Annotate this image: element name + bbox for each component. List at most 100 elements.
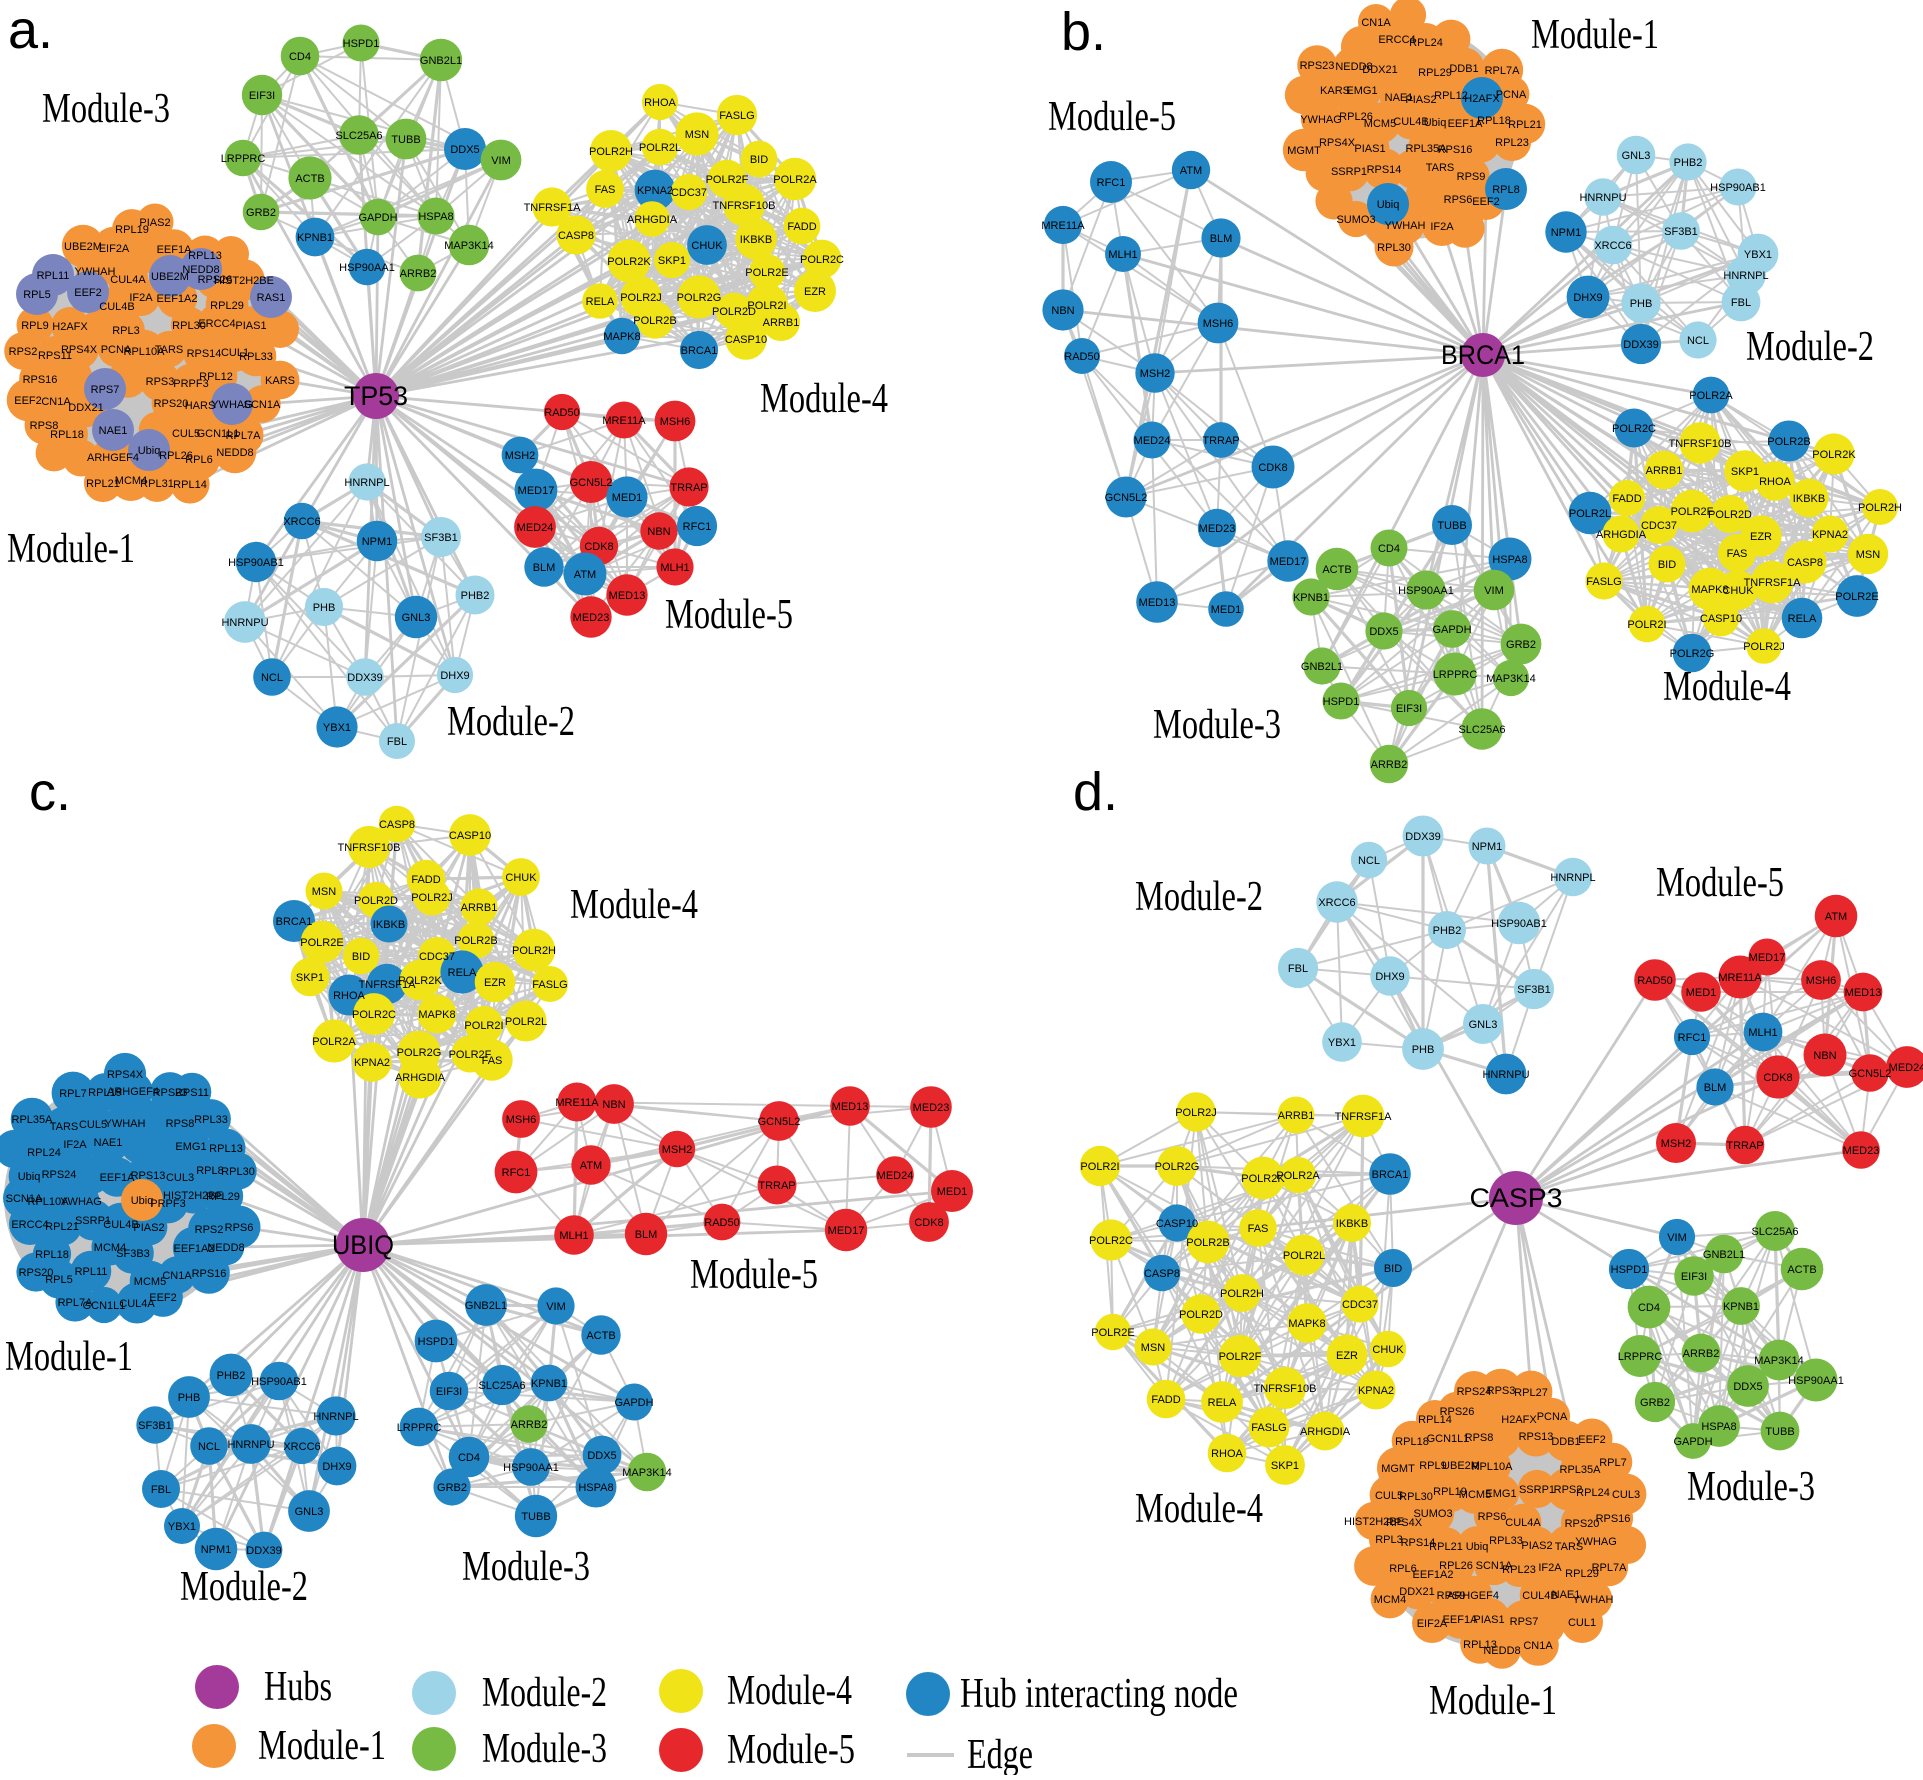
svg-text:CUL4B: CUL4B <box>1522 1590 1557 1602</box>
svg-text:HNRNPU: HNRNPU <box>221 617 268 629</box>
svg-text:FASLG: FASLG <box>532 979 567 991</box>
svg-text:EMG1: EMG1 <box>175 1141 206 1153</box>
svg-text:RPL19: RPL19 <box>1433 1486 1467 1498</box>
svg-text:DDX5: DDX5 <box>1369 626 1398 638</box>
svg-text:CN1A: CN1A <box>1361 17 1391 29</box>
svg-text:CHUK: CHUK <box>505 872 537 884</box>
svg-text:EIF2A: EIF2A <box>99 243 130 255</box>
svg-text:Module-3: Module-3 <box>482 1726 607 1772</box>
svg-text:H2AFX: H2AFX <box>1464 93 1500 105</box>
svg-text:HNRNPU: HNRNPU <box>1482 1069 1529 1081</box>
svg-text:RPS24: RPS24 <box>42 1169 77 1181</box>
svg-text:RPL11: RPL11 <box>37 270 70 282</box>
svg-text:ARHGEF4: ARHGEF4 <box>107 1086 159 1098</box>
svg-text:MED24: MED24 <box>517 522 554 534</box>
svg-text:EIF3I: EIF3I <box>436 1386 462 1398</box>
svg-text:HIST2H2BE: HIST2H2BE <box>1344 1516 1404 1528</box>
svg-text:SUMO3: SUMO3 <box>1413 1508 1452 1520</box>
svg-text:SF3B1: SF3B1 <box>424 532 458 544</box>
svg-text:RPL3: RPL3 <box>1375 1534 1403 1546</box>
svg-text:CUL4B: CUL4B <box>103 1219 138 1231</box>
svg-text:CDC37: CDC37 <box>1342 1299 1378 1311</box>
svg-text:YWHAH: YWHAH <box>1385 220 1426 232</box>
svg-text:ARRB1: ARRB1 <box>461 902 498 914</box>
svg-text:KPNA2: KPNA2 <box>1358 1385 1394 1397</box>
svg-text:HNRNPL: HNRNPL <box>1550 872 1595 884</box>
svg-text:Ubiq: Ubiq <box>138 445 161 457</box>
svg-text:Module-5: Module-5 <box>1656 860 1784 906</box>
svg-text:MCM4: MCM4 <box>115 475 147 487</box>
svg-text:RPL26: RPL26 <box>1339 111 1373 123</box>
svg-text:ERCC4: ERCC4 <box>11 1219 48 1231</box>
svg-text:NPM1: NPM1 <box>1472 841 1503 853</box>
svg-text:IKBKB: IKBKB <box>740 234 772 246</box>
svg-text:ARHGDIA: ARHGDIA <box>1596 529 1647 541</box>
svg-text:NBN: NBN <box>1813 1050 1836 1062</box>
svg-text:RFC1: RFC1 <box>683 521 712 533</box>
svg-text:CDK8: CDK8 <box>914 1217 943 1229</box>
svg-text:DDX39: DDX39 <box>1405 831 1440 843</box>
svg-text:MRE11A: MRE11A <box>1041 220 1085 232</box>
svg-text:NAE1: NAE1 <box>94 1137 123 1149</box>
svg-text:KPNB1: KPNB1 <box>1293 592 1329 604</box>
svg-text:FAS: FAS <box>1727 548 1748 560</box>
svg-text:DDX21: DDX21 <box>1362 64 1397 76</box>
svg-text:ATM: ATM <box>1180 165 1202 177</box>
svg-text:LRPPRC: LRPPRC <box>397 1422 442 1434</box>
svg-text:EEF1A2: EEF1A2 <box>1413 1569 1454 1581</box>
svg-text:Module-2: Module-2 <box>1746 324 1874 370</box>
svg-text:VIM: VIM <box>1667 1232 1687 1244</box>
svg-text:BID: BID <box>352 951 370 963</box>
svg-text:YBX1: YBX1 <box>1744 249 1772 261</box>
svg-text:RPL33: RPL33 <box>239 351 273 363</box>
svg-text:TARS: TARS <box>50 1121 79 1133</box>
svg-text:HSP90AB1: HSP90AB1 <box>251 1376 307 1388</box>
svg-text:EEF1A: EEF1A <box>157 244 193 256</box>
svg-text:ARRB2: ARRB2 <box>511 1419 548 1431</box>
svg-text:BRCA1: BRCA1 <box>1372 1169 1409 1181</box>
svg-text:HSPD1: HSPD1 <box>343 38 380 50</box>
svg-text:MSH6: MSH6 <box>660 416 691 428</box>
svg-text:GNB2L1: GNB2L1 <box>1703 1249 1745 1261</box>
svg-text:GAPDH: GAPDH <box>1673 1436 1712 1448</box>
svg-text:CUL4B: CUL4B <box>99 301 134 313</box>
svg-text:BRCA1: BRCA1 <box>276 916 313 928</box>
svg-text:NBN: NBN <box>1051 305 1074 317</box>
svg-text:EMG1: EMG1 <box>1485 1488 1516 1500</box>
svg-text:SUMO3: SUMO3 <box>1336 214 1375 226</box>
svg-text:CUL4A: CUL4A <box>110 274 146 286</box>
svg-text:RPS26: RPS26 <box>198 274 233 286</box>
svg-text:SF3B1: SF3B1 <box>138 1420 172 1432</box>
svg-text:RELA: RELA <box>1208 1397 1237 1409</box>
svg-text:RPL19: RPL19 <box>88 1087 122 1099</box>
svg-text:Module-5: Module-5 <box>1048 94 1176 140</box>
svg-text:HSP90AA1: HSP90AA1 <box>339 262 395 274</box>
svg-text:MLH1: MLH1 <box>1748 1027 1777 1039</box>
svg-text:LRPPRC: LRPPRC <box>1433 669 1478 681</box>
svg-text:CN1A: CN1A <box>1523 1640 1553 1652</box>
svg-text:Module-3: Module-3 <box>462 1544 590 1590</box>
svg-text:ATM: ATM <box>1825 911 1847 923</box>
svg-text:Module-2: Module-2 <box>180 1564 308 1610</box>
svg-text:TARS: TARS <box>1555 1541 1584 1553</box>
svg-text:FASLG: FASLG <box>1251 1422 1286 1434</box>
svg-text:HSPD1: HSPD1 <box>1611 1264 1648 1276</box>
svg-text:HSPD1: HSPD1 <box>1323 696 1360 708</box>
svg-text:EEF1A2: EEF1A2 <box>174 1243 215 1255</box>
svg-text:Module-4: Module-4 <box>727 1668 852 1714</box>
svg-text:Module-4: Module-4 <box>1663 664 1791 710</box>
svg-text:NEDD8: NEDD8 <box>216 447 253 459</box>
svg-text:RPL10A: RPL10A <box>1472 1461 1514 1473</box>
svg-text:RPS24: RPS24 <box>1457 1386 1492 1398</box>
svg-text:FADD: FADD <box>1612 493 1641 505</box>
svg-text:CD4: CD4 <box>1638 1302 1660 1314</box>
svg-text:RPL13: RPL13 <box>209 1143 243 1155</box>
svg-text:Module-1: Module-1 <box>5 1334 133 1380</box>
svg-text:RPL24: RPL24 <box>1576 1487 1610 1499</box>
svg-text:RPS4X: RPS4X <box>1319 137 1356 149</box>
svg-text:KPNA2: KPNA2 <box>637 185 673 197</box>
svg-text:CN1A: CN1A <box>162 1270 192 1282</box>
svg-text:ACTB: ACTB <box>1322 564 1351 576</box>
svg-text:MED13: MED13 <box>609 590 646 602</box>
svg-text:Module-3: Module-3 <box>1153 702 1281 748</box>
